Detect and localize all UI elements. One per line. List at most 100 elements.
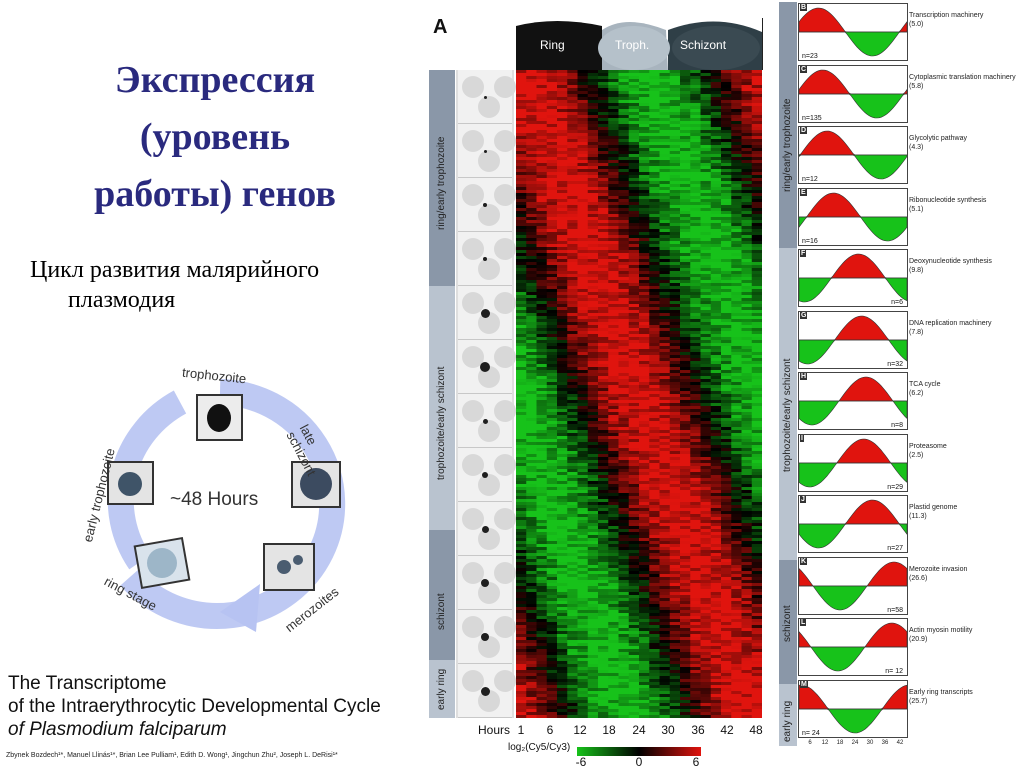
- panel-axis-tick: 12: [822, 740, 829, 746]
- panel-letter: D: [800, 127, 807, 134]
- heatmap-row: [516, 313, 762, 316]
- color-scale-bar: [577, 743, 701, 752]
- heatmap-row: [516, 370, 762, 373]
- heatmap-row: [516, 394, 762, 397]
- gene-group-name: Ribonucleotide synthesis: [909, 197, 986, 204]
- induced-area: [799, 439, 907, 463]
- heatmap-row: [516, 478, 762, 481]
- heatmap-row: [516, 277, 762, 280]
- heatmap-row: [516, 136, 762, 139]
- heatmap-row: [516, 466, 762, 469]
- heatmap-row: [516, 412, 762, 415]
- hour-tick: 24: [632, 723, 645, 737]
- heatmap-row: [516, 229, 762, 232]
- heatmap-row: [516, 250, 762, 253]
- gene-group-label: Merozoite invasion(26.6): [909, 565, 1021, 583]
- strip-label: ring/early trophozoite: [436, 137, 447, 230]
- color-scale-tick: 0: [636, 755, 643, 769]
- heatmap-row: [516, 373, 762, 376]
- heatmap-row: [516, 115, 762, 118]
- micrograph-thumbnail: [458, 448, 512, 502]
- heatmap-row: [516, 610, 762, 613]
- red-blood-cell: [462, 184, 484, 206]
- heatmap-row: [516, 691, 762, 694]
- heatmap-row: [516, 361, 762, 364]
- heatmap-row: [516, 397, 762, 400]
- heatmap-row: [516, 460, 762, 463]
- heatmap-row: [516, 76, 762, 79]
- micrograph-thumbnail: [458, 178, 512, 232]
- heatmap-row: [516, 493, 762, 496]
- gene-group-label: Actin myosin motility(20.9): [909, 626, 1021, 644]
- panel-letter: A: [433, 16, 447, 39]
- heatmap-row: [516, 103, 762, 106]
- heatmap-row: [516, 631, 762, 634]
- red-blood-cell: [494, 670, 516, 692]
- gene-count: n= 12: [885, 668, 903, 675]
- heatmap-row: [516, 274, 762, 277]
- heatmap-row: [516, 706, 762, 709]
- panel-letter: B: [800, 4, 807, 11]
- gene-group-label: Early ring transcripts(25.7): [909, 688, 1021, 706]
- hour-tick: 6: [547, 723, 554, 737]
- gene-count: n=8: [891, 422, 903, 429]
- heatmap-row: [516, 442, 762, 445]
- induced-area: [799, 685, 907, 709]
- heatmap-row: [516, 241, 762, 244]
- induced-area: [799, 70, 907, 94]
- gene-group-name: Deoxynucleotide synthesis: [909, 258, 992, 265]
- paper-authors: Zbynek Bozdech¹*, Manuel Llinás¹*, Brian…: [6, 752, 338, 759]
- stage-header-label: Ring: [540, 38, 565, 52]
- heatmap-row: [516, 331, 762, 334]
- parasite-nucleus: [480, 362, 490, 372]
- heatmap-row: [516, 325, 762, 328]
- heatmap-row: [516, 625, 762, 628]
- gene-group-label: Ribonucleotide synthesis(5.1): [909, 196, 1021, 214]
- heatmap-row: [516, 541, 762, 544]
- heatmap-row: [516, 169, 762, 172]
- red-blood-cell: [462, 454, 484, 476]
- heatmap-row: [516, 658, 762, 661]
- stage-header-label: Troph.: [615, 38, 649, 52]
- heatmap-row: [516, 499, 762, 502]
- heatmap-row: [516, 271, 762, 274]
- panel-letter: H: [800, 373, 807, 380]
- micrograph-thumbnail: [458, 286, 512, 340]
- heatmap-row: [516, 94, 762, 97]
- heatmap-row: [516, 670, 762, 673]
- heatmap-row: [516, 517, 762, 520]
- hour-tick: 12: [573, 723, 586, 737]
- heatmap-row: [516, 649, 762, 652]
- heatmap-row: [516, 685, 762, 688]
- heatmap-row: [516, 634, 762, 637]
- expression-heatmap: [516, 70, 762, 718]
- red-blood-cell: [478, 204, 500, 226]
- heatmap-row: [516, 661, 762, 664]
- induced-area: [799, 500, 907, 524]
- heatmap-row: [516, 703, 762, 706]
- heatmap-row: [516, 340, 762, 343]
- red-blood-cell: [478, 528, 500, 550]
- gene-count: n=29: [887, 484, 903, 491]
- gene-group-label: DNA replication machinery(7.8): [909, 319, 1021, 337]
- heatmap-row: [516, 196, 762, 199]
- heatmap-row: [516, 568, 762, 571]
- parasite-nucleus: [483, 257, 487, 261]
- heatmap-row: [516, 376, 762, 379]
- heatmap-row: [516, 640, 762, 643]
- heatmap-row: [516, 235, 762, 238]
- micrograph-thumbnail: [458, 610, 512, 664]
- heatmap-row: [516, 178, 762, 181]
- gene-group-value: (5.1): [909, 205, 1021, 214]
- gene-group-label: Cytoplasmic translation machinery(5.8): [909, 73, 1021, 91]
- heatmap-row: [516, 127, 762, 130]
- induced-area: [799, 562, 907, 586]
- parasite-nucleus: [482, 526, 489, 533]
- gene-group-name: TCA cycle: [909, 381, 941, 388]
- cycle-center-label: ~48 Hours: [170, 489, 258, 511]
- gene-group-value: (20.9): [909, 635, 1021, 644]
- hours-axis-label: Hours: [478, 723, 510, 737]
